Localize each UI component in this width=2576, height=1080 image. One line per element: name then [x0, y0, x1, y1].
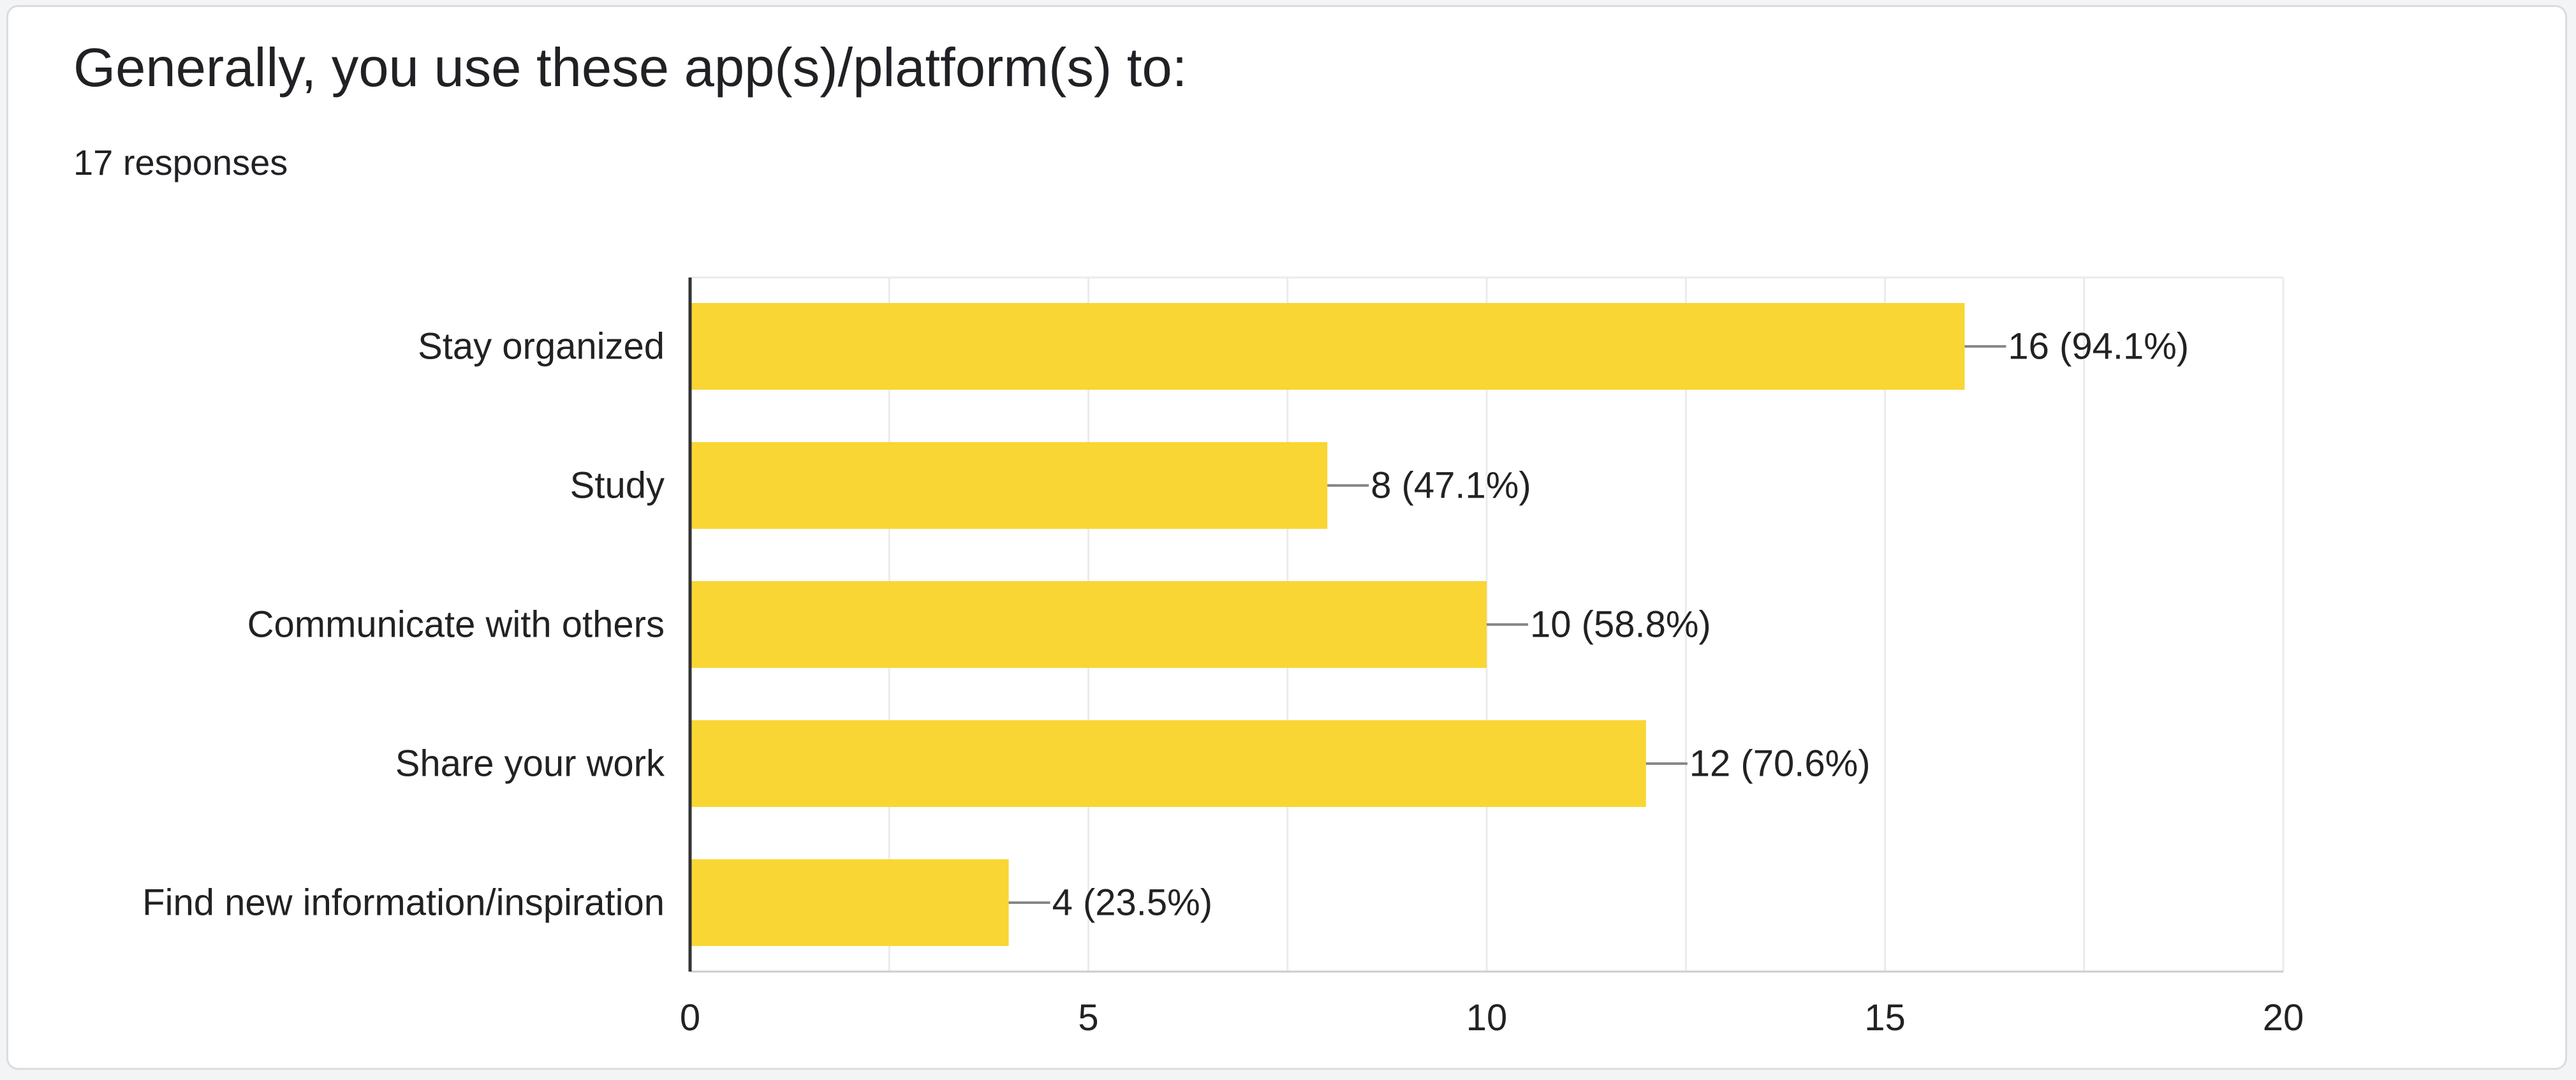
x-tick-label: 10 — [1466, 997, 1508, 1039]
chart-title: Generally, you use these app(s)/platform… — [73, 38, 1188, 98]
data-label: 10 (58.8%) — [1530, 604, 1711, 646]
x-tick-label: 20 — [2263, 997, 2304, 1039]
bar — [690, 303, 1965, 390]
category-label: Study — [570, 465, 665, 507]
category-label: Find new information/inspiration — [142, 882, 665, 924]
x-tick-label: 15 — [1864, 997, 1906, 1039]
category-labels: Stay organized Study Communicate with othe… — [142, 326, 665, 924]
category-label: Communicate with others — [247, 604, 665, 646]
bars — [690, 303, 1965, 946]
category-label: Stay organized — [418, 326, 665, 367]
bar — [690, 581, 1487, 668]
category-label: Share your work — [395, 743, 665, 785]
x-tick-label: 0 — [680, 997, 700, 1039]
x-axis-ticks: 0 5 10 15 20 — [680, 997, 2304, 1039]
data-label: 4 (23.5%) — [1052, 882, 1212, 924]
bar — [690, 859, 1009, 946]
x-tick-label: 5 — [1078, 997, 1098, 1039]
data-label: 16 (94.1%) — [2008, 326, 2189, 367]
data-label: 8 (47.1%) — [1371, 465, 1531, 507]
response-count: 17 responses — [73, 142, 288, 182]
bar — [690, 442, 1328, 529]
bar — [690, 720, 1646, 807]
data-label: 12 (70.6%) — [1689, 743, 1871, 785]
data-labels: 16 (94.1%) 8 (47.1%) 10 (58.8%) 12 (70.6%) 4… — [1008, 326, 2189, 924]
